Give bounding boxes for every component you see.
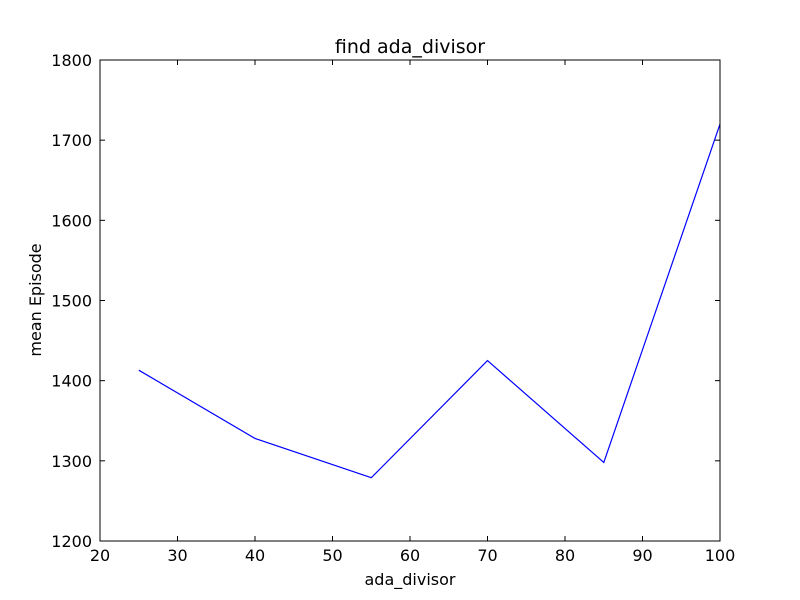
- series-layer: [138, 123, 721, 479]
- chart-title: find ada_divisor: [335, 36, 485, 58]
- x-tick-label: 80: [555, 546, 575, 565]
- y-tick-label: 1700: [51, 131, 92, 150]
- x-tick-label: 90: [632, 546, 652, 565]
- x-tick-label: 20: [90, 546, 110, 565]
- x-tick-label: 60: [400, 546, 420, 565]
- x-tick-label: 70: [477, 546, 497, 565]
- x-axis-ticks: 20 30 40 50 60 70 80 90 100: [90, 60, 735, 565]
- x-tick-label: 100: [705, 546, 736, 565]
- y-tick-label: 1300: [51, 452, 92, 471]
- x-tick-label: 40: [245, 546, 265, 565]
- series-line: [138, 123, 721, 479]
- x-tick-label: 30: [167, 546, 187, 565]
- x-tick-label: 50: [322, 546, 342, 565]
- y-tick-label: 1200: [51, 532, 92, 551]
- plot-area: [100, 60, 720, 541]
- y-tick-label: 1500: [51, 292, 92, 311]
- y-tick-label: 1400: [51, 372, 92, 391]
- y-tick-label: 1600: [51, 211, 92, 230]
- y-tick-label: 1800: [51, 51, 92, 70]
- y-axis-title: mean Episode: [26, 243, 45, 356]
- x-axis-title: ada_divisor: [365, 570, 456, 590]
- y-axis-ticks: 1200 1300 1400 1500 1600 1700 1800: [51, 51, 720, 551]
